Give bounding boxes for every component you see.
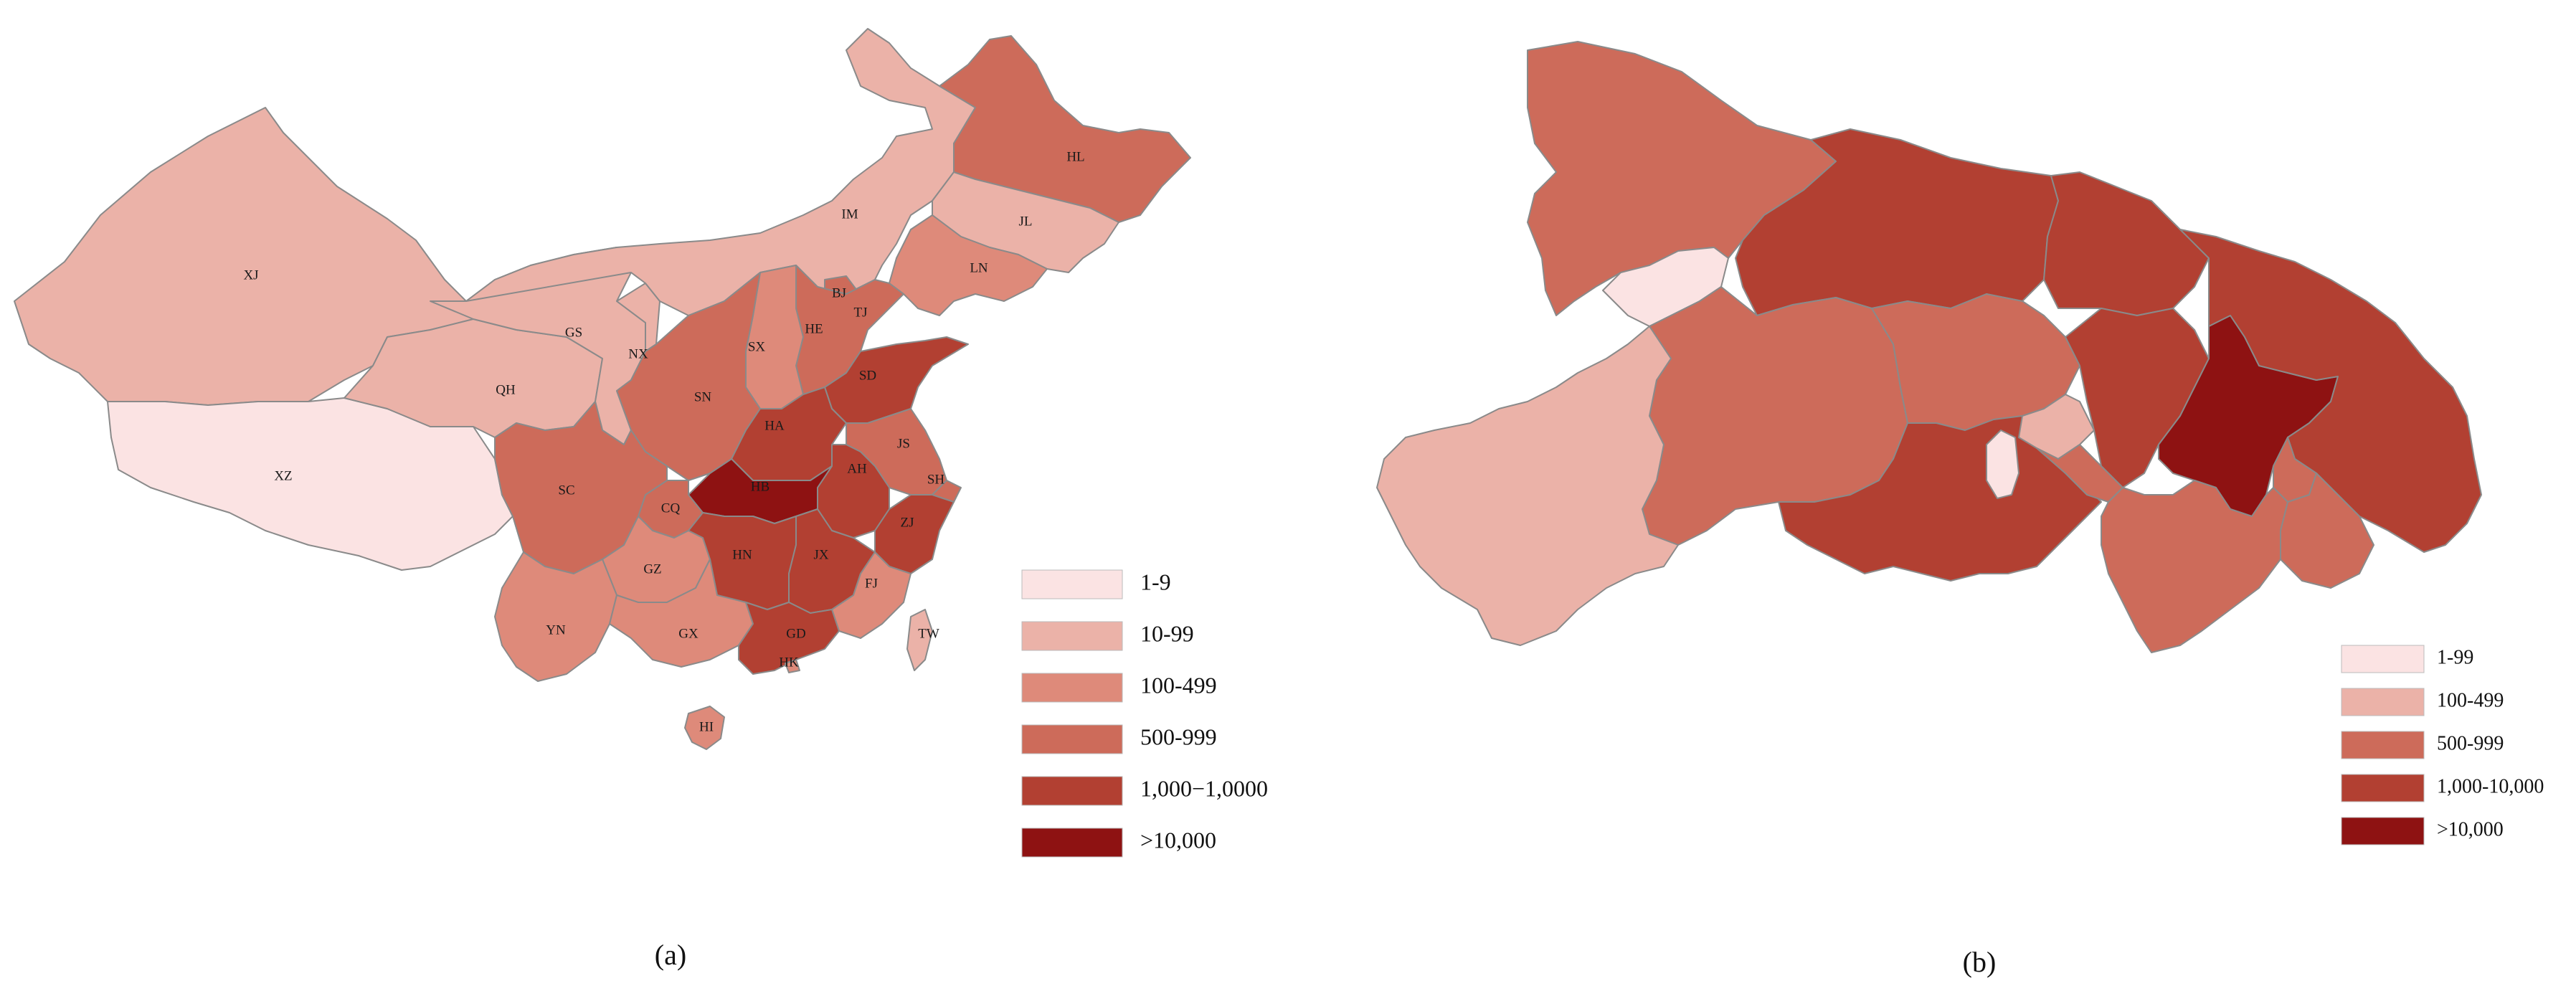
- label-AH: AH: [847, 461, 867, 476]
- prefecture-huangshi: [2280, 473, 2374, 589]
- label-QH: QH: [496, 382, 516, 397]
- legend-a-swatch-4: [1021, 776, 1123, 806]
- legend-b-entry: 1-99: [2341, 645, 2473, 673]
- label-HN: HN: [732, 547, 752, 562]
- caption-a: (a): [655, 939, 686, 971]
- legend-b-entry: 1,000-10,000: [2341, 774, 2544, 802]
- legend-b-label-3: 1,000-10,000: [2437, 775, 2544, 797]
- label-GD: GD: [786, 626, 805, 641]
- legend-b-label-4: >10,000: [2437, 818, 2504, 840]
- label-SH: SH: [927, 472, 945, 487]
- legend-a-swatch-1: [1021, 621, 1123, 651]
- legend-a-label-1: 10-99: [1140, 620, 1194, 646]
- label-SN: SN: [694, 389, 712, 404]
- legend-a-label-5: >10,000: [1140, 827, 1216, 853]
- label-HI: HI: [699, 719, 714, 734]
- legend-b-label-1: 100-499: [2437, 689, 2504, 711]
- prefecture-xianning: [2101, 480, 2288, 653]
- province-TW: [906, 609, 933, 671]
- legend-b-entry: 500-999: [2341, 731, 2504, 759]
- label-JX: JX: [813, 547, 828, 562]
- legend-a-swatch-0: [1021, 569, 1123, 599]
- label-JL: JL: [1019, 214, 1033, 229]
- legend-b-swatch-4: [2341, 817, 2425, 845]
- label-ZJ: ZJ: [901, 515, 914, 530]
- label-HL: HL: [1066, 149, 1084, 164]
- label-XZ: XZ: [274, 468, 292, 483]
- legend-b-swatch-2: [2341, 731, 2425, 759]
- legend-a-swatch-3: [1021, 724, 1123, 754]
- legend-a-label-4: 1,000−1,0000: [1140, 775, 1268, 801]
- legend-a-entry: 10-99: [1021, 620, 1194, 651]
- legend-b-swatch-1: [2341, 688, 2425, 716]
- legend-a-entry: 1,000−1,0000: [1021, 775, 1268, 806]
- prefecture-qianjiang: [1986, 430, 2019, 499]
- label-HA: HA: [764, 418, 785, 433]
- prefecture-jingzhou: [1778, 415, 2102, 582]
- legend-b-swatch-0: [2341, 645, 2425, 673]
- province-FJ: [831, 551, 911, 639]
- legend-a-entry: 500-999: [1021, 724, 1217, 754]
- legend-b-label-0: 1-99: [2437, 646, 2473, 668]
- china-map: XJ XZ QH GS NX IM HL JL LN BJ TJ HE SX S…: [14, 28, 1268, 971]
- label-YN: YN: [546, 622, 566, 637]
- label-TW: TW: [918, 626, 939, 641]
- label-TJ: TJ: [854, 305, 868, 320]
- label-IM: IM: [841, 207, 858, 222]
- label-BJ: BJ: [832, 285, 846, 300]
- label-HB: HB: [751, 479, 770, 494]
- province-XZ: [107, 397, 513, 571]
- province-HK: [785, 659, 800, 673]
- prefecture-enshi: [1376, 326, 1679, 646]
- prefecture-suizhou: [2043, 171, 2210, 316]
- legend-a: 1-9 10-99 100-499 500-999 1,000−1,0000 >…: [1021, 569, 1268, 858]
- legend-a-swatch-5: [1021, 827, 1123, 858]
- province-labels: XJ XZ QH GS NX IM HL JL LN BJ TJ HE SX S…: [243, 149, 1084, 734]
- province-LN: [889, 214, 1048, 316]
- province-GD: [738, 602, 840, 675]
- label-GX: GX: [678, 626, 699, 641]
- legend-b: 1-99 100-499 500-999 1,000-10,000 >10,00…: [2341, 645, 2544, 845]
- label-GS: GS: [565, 325, 582, 340]
- legend-a-label-3: 500-999: [1140, 724, 1217, 749]
- legend-a-label-0: 1-9: [1140, 569, 1171, 594]
- province-YN: [494, 551, 617, 682]
- label-LN: LN: [970, 260, 988, 275]
- legend-a-swatch-2: [1021, 673, 1123, 703]
- label-CQ: CQ: [661, 501, 681, 516]
- caption-b: (b): [1963, 946, 1997, 978]
- province-SC: [494, 401, 668, 574]
- label-FJ: FJ: [865, 576, 878, 591]
- province-HI: [684, 706, 725, 750]
- legend-b-swatch-3: [2341, 774, 2425, 802]
- label-HK: HK: [779, 655, 799, 670]
- legend-b-entry: >10,000: [2341, 817, 2504, 845]
- label-HE: HE: [805, 321, 823, 336]
- label-SC: SC: [558, 483, 574, 498]
- prefecture-xiaogan: [2065, 308, 2210, 488]
- prefecture-huanggang: [2179, 229, 2482, 553]
- legend-a-entry: 1-9: [1021, 569, 1171, 599]
- legend-a-entry: 100-499: [1021, 672, 1217, 703]
- label-GZ: GZ: [643, 561, 661, 577]
- legend-b-label-2: 500-999: [2437, 732, 2504, 754]
- label-JS: JS: [897, 436, 910, 451]
- prefecture-tianmen: [2018, 394, 2095, 460]
- label-XJ: XJ: [243, 267, 258, 283]
- legend-a-label-2: 100-499: [1140, 672, 1217, 698]
- label-SD: SD: [859, 368, 876, 383]
- legend-b-entry: 100-499: [2341, 688, 2504, 716]
- legend-a-entry: >10,000: [1021, 827, 1216, 858]
- hubei-map: 1-99 100-499 500-999 1,000-10,000 >10,00…: [1376, 41, 2544, 978]
- label-NX: NX: [628, 346, 648, 361]
- label-SX: SX: [748, 339, 766, 354]
